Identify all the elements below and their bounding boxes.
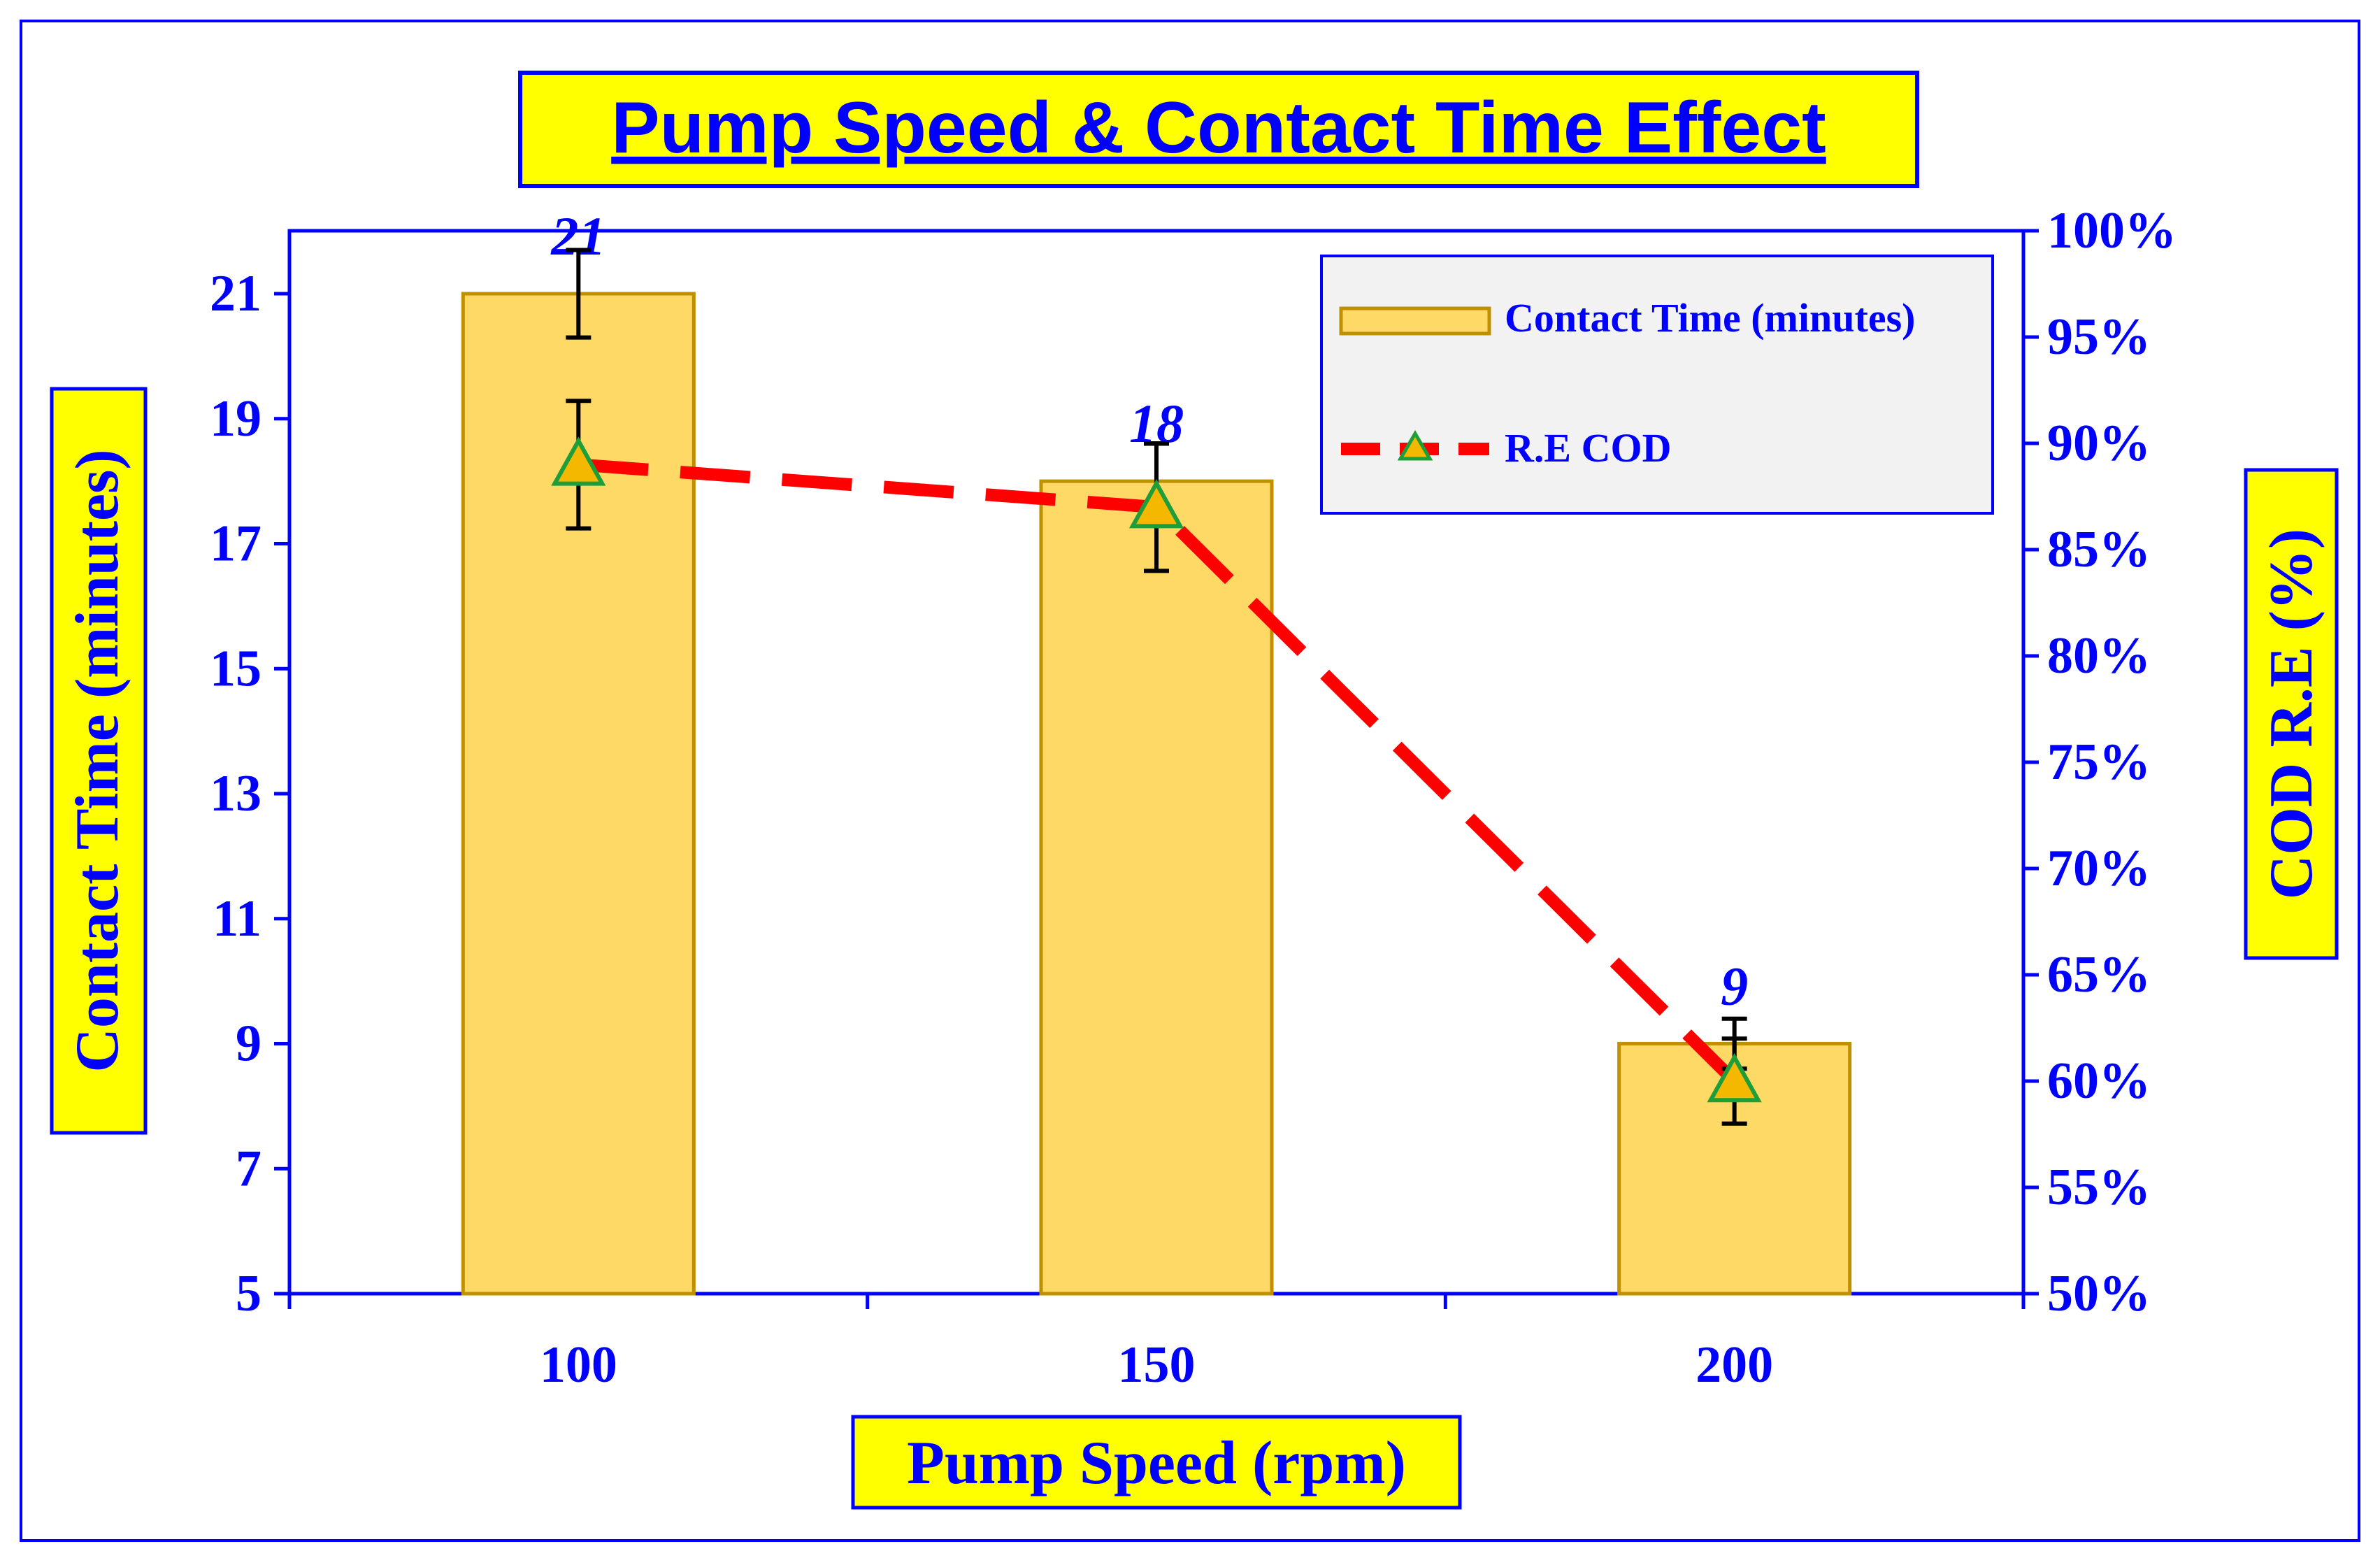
y-tick-label: 5 <box>236 1265 261 1322</box>
y2-tick-label: 60% <box>2047 1052 2151 1110</box>
y2-tick-label: 75% <box>2047 734 2151 791</box>
y-tick-label: 9 <box>236 1015 261 1073</box>
y2-tick-label: 100% <box>2047 202 2177 259</box>
plot-area: 21 19 17 15 13 11 9 7 5 100% 95% 90% 85% 80% 75% 70% 65… <box>210 202 2177 1394</box>
y2-tick-label: 70% <box>2047 840 2151 897</box>
x-label-box <box>851 1415 1462 1510</box>
y2-axis-label: COD R.E (%) <box>2258 529 2325 899</box>
y-tick-label: 15 <box>210 640 261 697</box>
y2-tick-label: 90% <box>2047 415 2151 472</box>
re-cod-marker <box>1128 479 1184 529</box>
bar-value-label: 9 <box>1721 956 1748 1017</box>
y2-tick-label: 95% <box>2047 308 2151 366</box>
y2-tick-label: 55% <box>2047 1159 2151 1216</box>
y-tick-label: 19 <box>210 390 261 448</box>
x-tick-label: 200 <box>1696 1336 1773 1394</box>
y-tick-label: 11 <box>213 890 261 948</box>
re-cod-marker <box>551 436 606 486</box>
x-tick-label: 100 <box>540 1336 617 1394</box>
x-tick-label: 150 <box>1118 1336 1196 1394</box>
y2-label-box <box>2244 468 2339 960</box>
y-label-box <box>50 387 148 1135</box>
y-tick-label: 17 <box>210 515 261 573</box>
y2-tick-label: 50% <box>2047 1265 2151 1322</box>
y2-tick-label: 65% <box>2047 946 2151 1003</box>
y2-tick-label: 85% <box>2047 521 2151 578</box>
legend: Contact Time (minutes) R.E COD <box>1320 255 1994 515</box>
y2-tick-label: 80% <box>2047 627 2151 685</box>
y-axis-left: 21 19 17 15 13 11 9 7 5 <box>210 265 289 1322</box>
re-cod-marker <box>1707 1052 1762 1103</box>
legend-label-contact-time: Contact Time (minutes) <box>1505 295 1915 341</box>
legend-label-re-cod: R.E COD <box>1505 425 1671 471</box>
re-cod-markers <box>551 436 1762 1103</box>
x-axis-label: Pump Speed (rpm) <box>907 1429 1406 1497</box>
legend-box <box>1320 255 1994 515</box>
y-axis-right: 100% 95% 90% 85% 80% 75% 70% 65% 60% 55% 50% <box>2023 202 2177 1322</box>
y-axis-label: Contact Time (minutes) <box>64 449 131 1072</box>
x-axis: 100 150 200 <box>287 1294 2026 1394</box>
title-box <box>518 71 1919 188</box>
bar <box>1039 479 1274 1296</box>
y-tick-label: 7 <box>236 1140 261 1197</box>
y-tick-label: 21 <box>210 265 261 322</box>
legend-marker-re-cod <box>1397 430 1433 461</box>
chart-title: Pump Speed & Contact Time Effect <box>611 87 1826 169</box>
y-tick-label: 13 <box>210 765 261 822</box>
legend-swatch-contact-time <box>1339 306 1491 336</box>
